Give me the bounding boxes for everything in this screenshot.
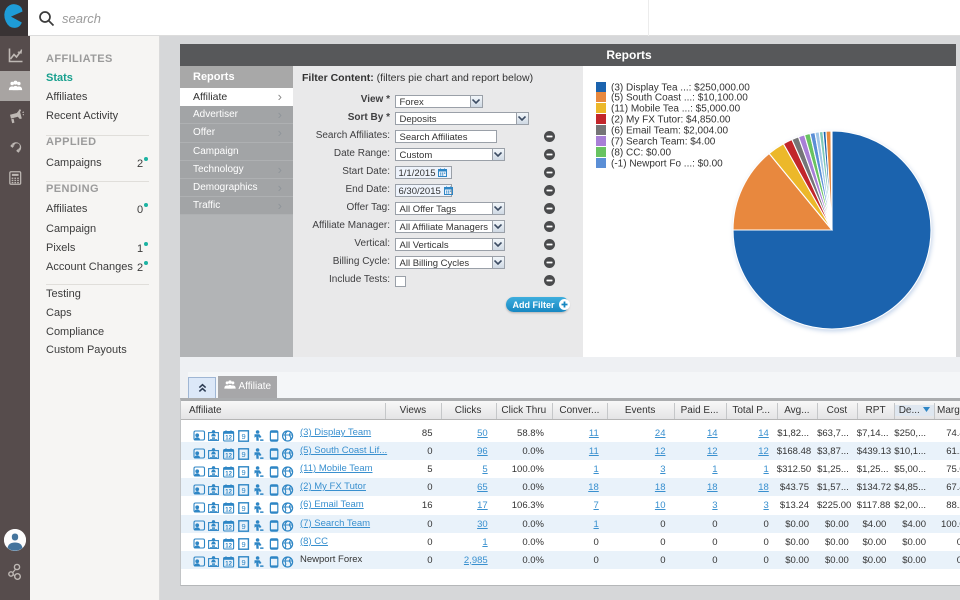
svg-text:12: 12 xyxy=(225,562,232,568)
svg-text:12: 12 xyxy=(225,544,232,550)
svg-text:12: 12 xyxy=(225,526,232,532)
svg-text:9: 9 xyxy=(242,540,246,549)
svg-text:12: 12 xyxy=(225,472,232,478)
svg-text:9: 9 xyxy=(242,558,246,567)
svg-text:9: 9 xyxy=(242,468,246,477)
svg-text:12: 12 xyxy=(225,435,232,441)
svg-text:9: 9 xyxy=(242,432,246,441)
svg-text:12: 12 xyxy=(225,490,232,496)
svg-text:9: 9 xyxy=(242,504,246,513)
svg-text:9: 9 xyxy=(242,450,246,459)
svg-text:9: 9 xyxy=(242,486,246,495)
svg-text:12: 12 xyxy=(225,453,232,459)
svg-text:9: 9 xyxy=(242,522,246,531)
svg-text:12: 12 xyxy=(225,508,232,514)
